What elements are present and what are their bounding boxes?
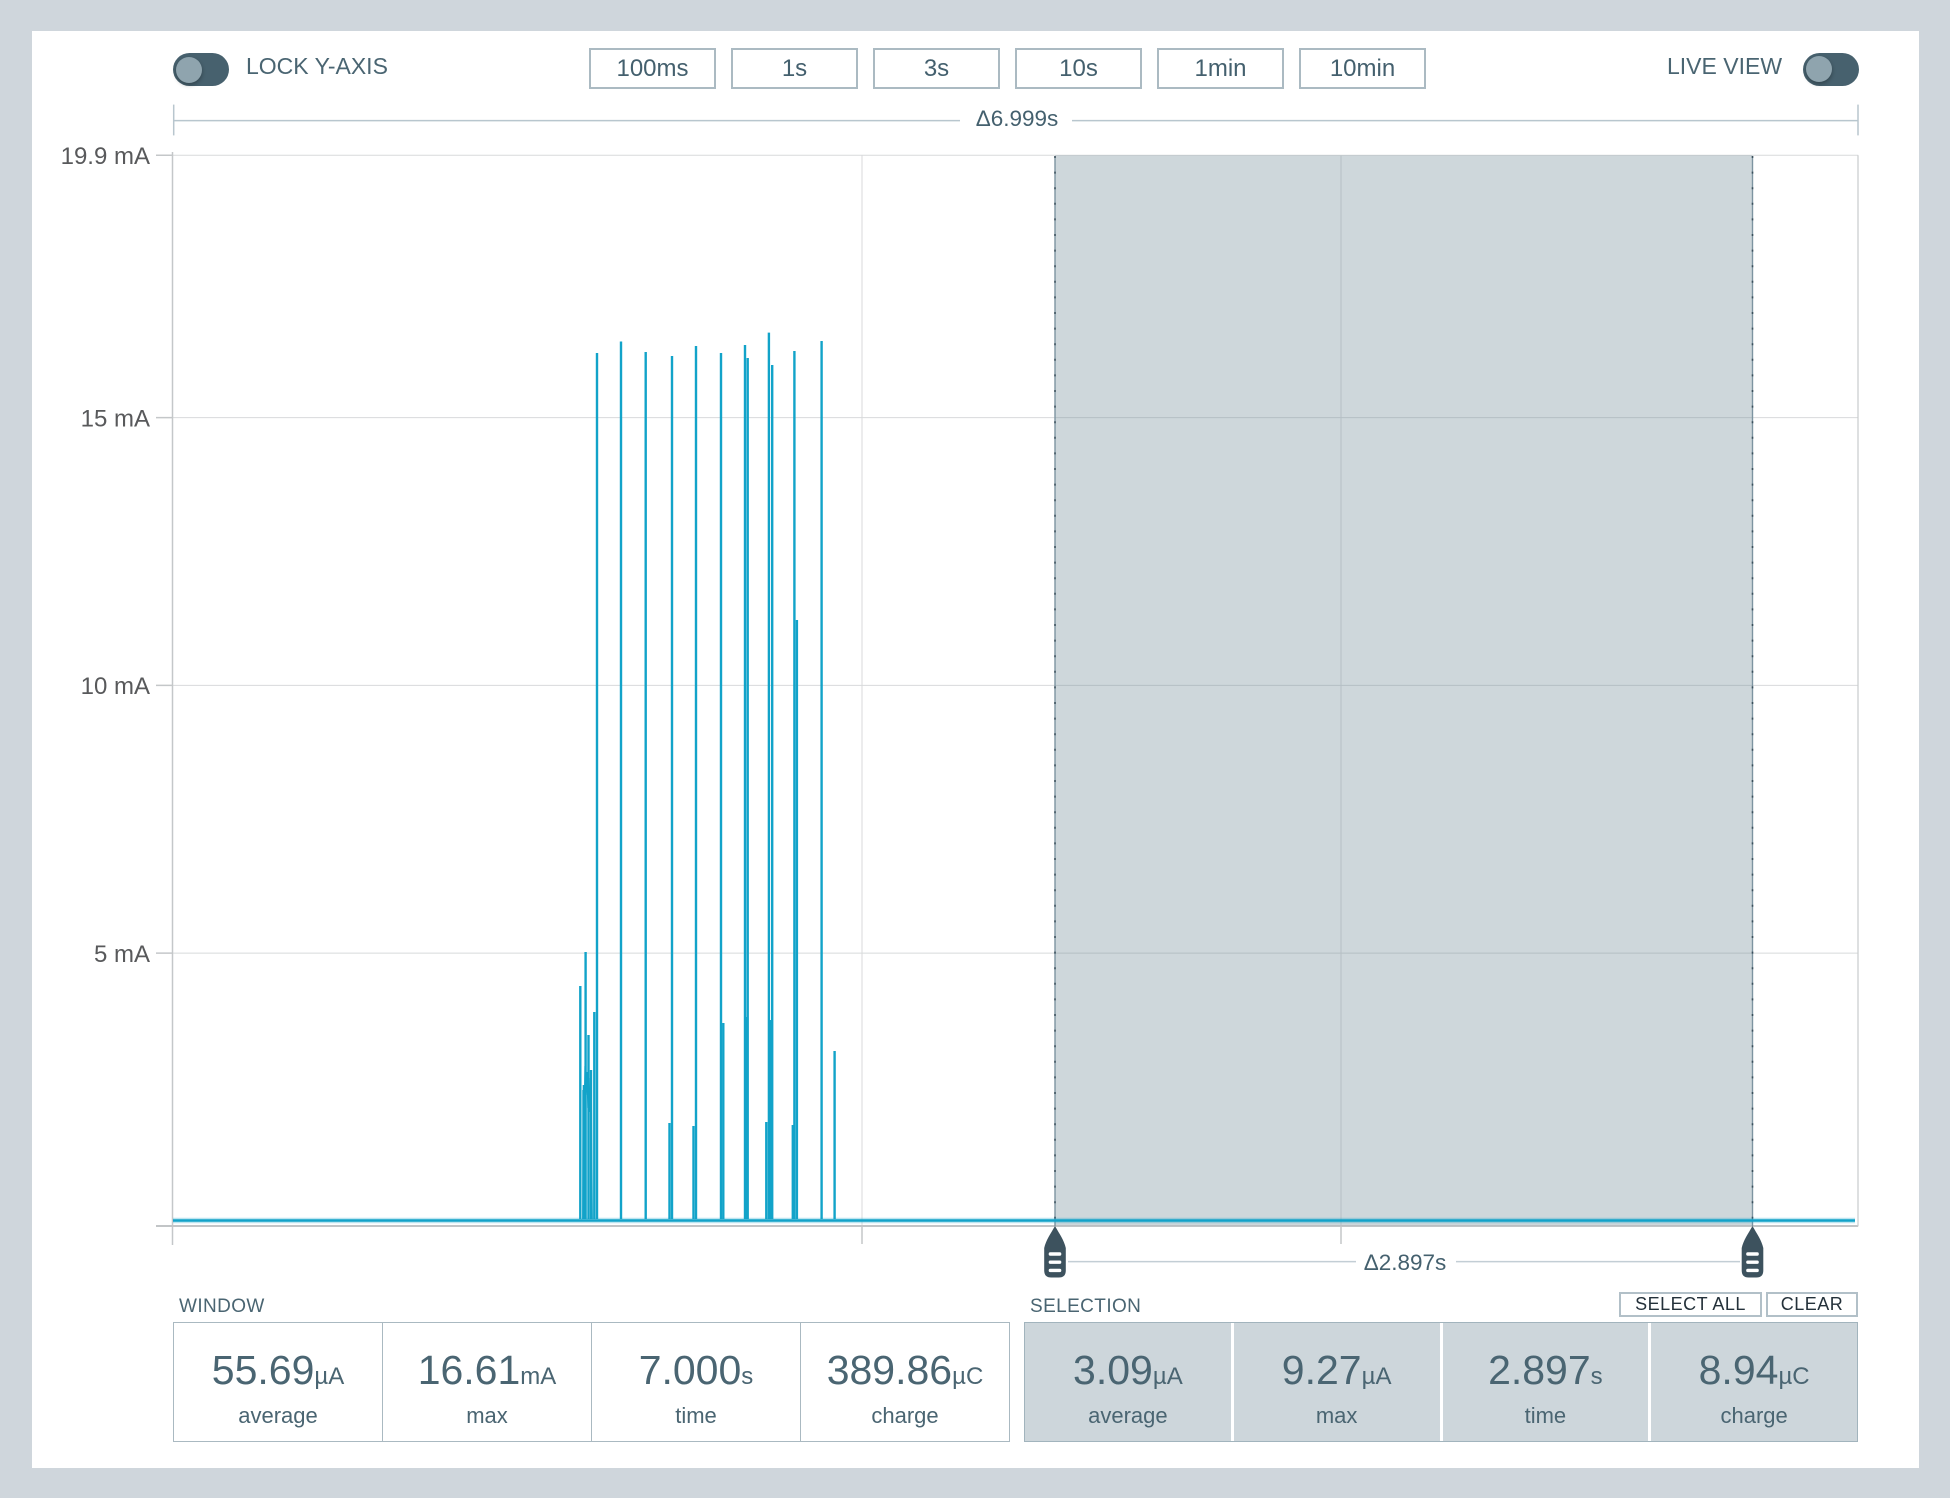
svg-text:15 mA: 15 mA [81, 405, 150, 432]
svg-text:19.9 mA: 19.9 mA [61, 143, 150, 170]
svg-text:10 mA: 10 mA [81, 673, 150, 700]
svg-text:5 mA: 5 mA [94, 941, 150, 968]
svg-text:Δ2.897s: Δ2.897s [1364, 1250, 1447, 1275]
svg-text:Δ6.999s: Δ6.999s [976, 106, 1059, 131]
